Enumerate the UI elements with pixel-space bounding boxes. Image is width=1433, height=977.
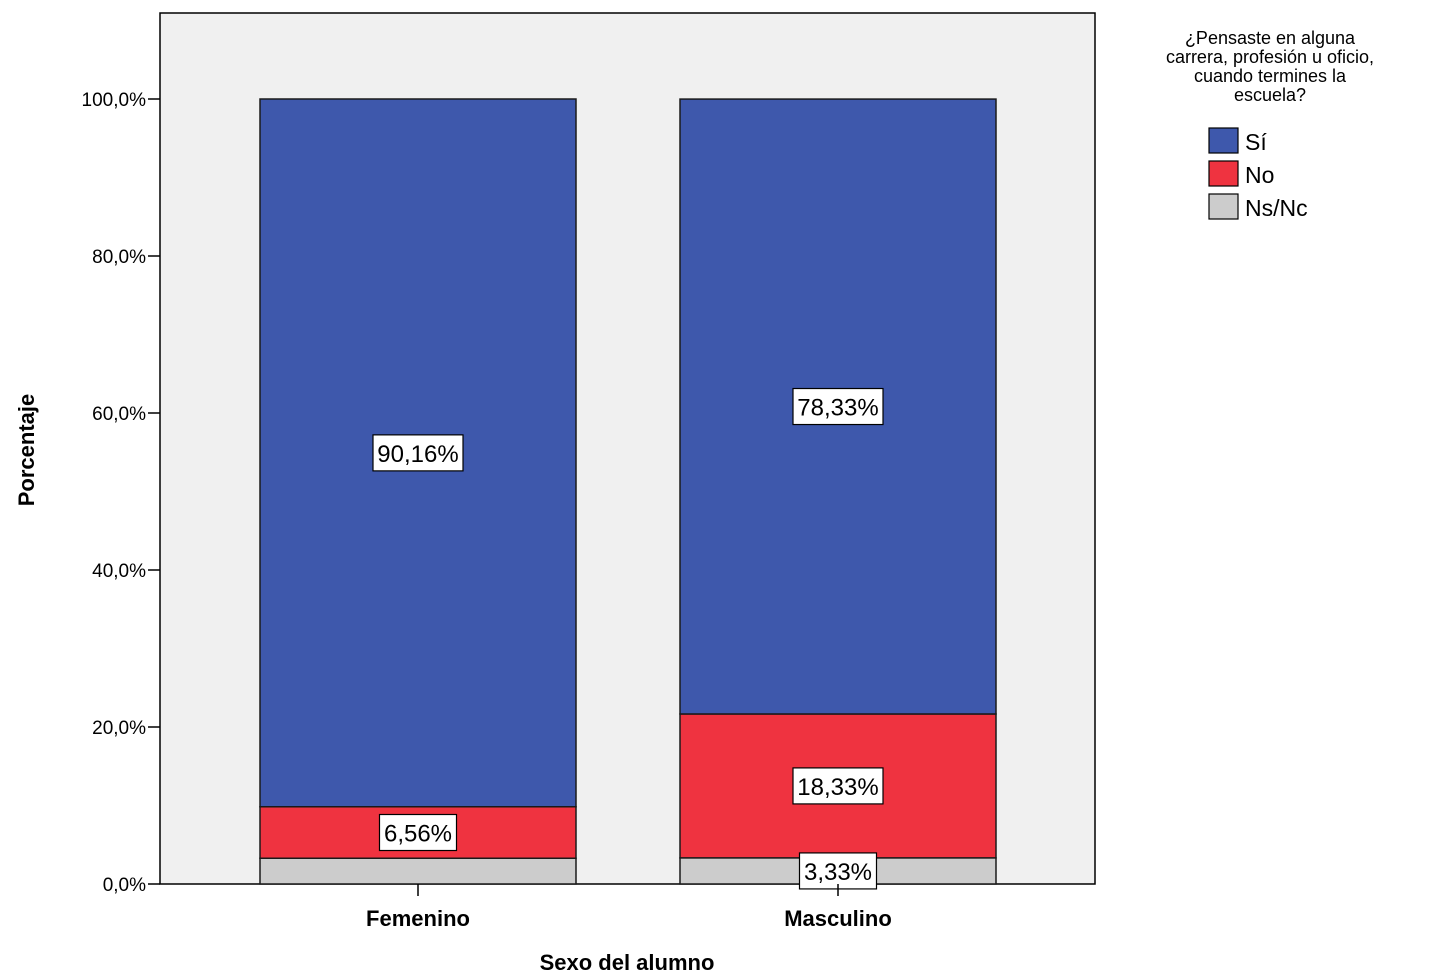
data-label: 78,33% [797, 395, 878, 422]
data-label-box [372, 434, 464, 472]
y-axis: 0,0% 20,0% 40,0% 60,0% 80,0% 100,0% [82, 90, 160, 896]
legend-title-line: escuela? [1234, 85, 1306, 105]
data-label: 6,56% [384, 821, 452, 848]
bar-segment [259, 857, 577, 885]
data-label-box [792, 767, 884, 805]
data-label-box [378, 813, 458, 852]
data-label-box [798, 852, 878, 890]
data-label: 18,33% [797, 774, 878, 801]
legend-title-line: cuando termines la [1194, 66, 1347, 86]
y-axis-title: Porcentaje [14, 394, 39, 507]
data-label: 3,33% [804, 859, 872, 886]
legend-title-line: carrera, profesión u oficio, [1166, 47, 1374, 67]
legend-swatch [1208, 160, 1239, 187]
legend-swatch [1208, 127, 1239, 154]
x-tick-label: Femenino [366, 906, 470, 931]
legend-title-line: ¿Pensaste en alguna [1185, 28, 1356, 48]
legend-entry-label: Sí [1245, 129, 1267, 155]
y-tick-label: 0,0% [103, 875, 146, 896]
legend-entry-label: No [1245, 162, 1274, 188]
y-tick-label: 20,0% [92, 718, 146, 739]
y-tick-label: 40,0% [92, 561, 146, 582]
data-label-box [792, 387, 884, 426]
x-axis-title: Sexo del alumno [540, 950, 715, 975]
y-tick-label: 60,0% [92, 404, 146, 425]
data-label: 90,16% [377, 441, 458, 468]
x-axis: Femenino Masculino [366, 884, 892, 931]
legend-entry-label: Ns/Nc [1245, 195, 1308, 221]
legend-swatch [1208, 193, 1239, 220]
x-tick-label: Masculino [784, 906, 892, 931]
y-tick-label: 100,0% [82, 90, 147, 111]
bars-group: 6,56% 90,16% 3,33% 18,33% 78,33% [259, 98, 997, 890]
y-tick-label: 80,0% [92, 247, 146, 268]
